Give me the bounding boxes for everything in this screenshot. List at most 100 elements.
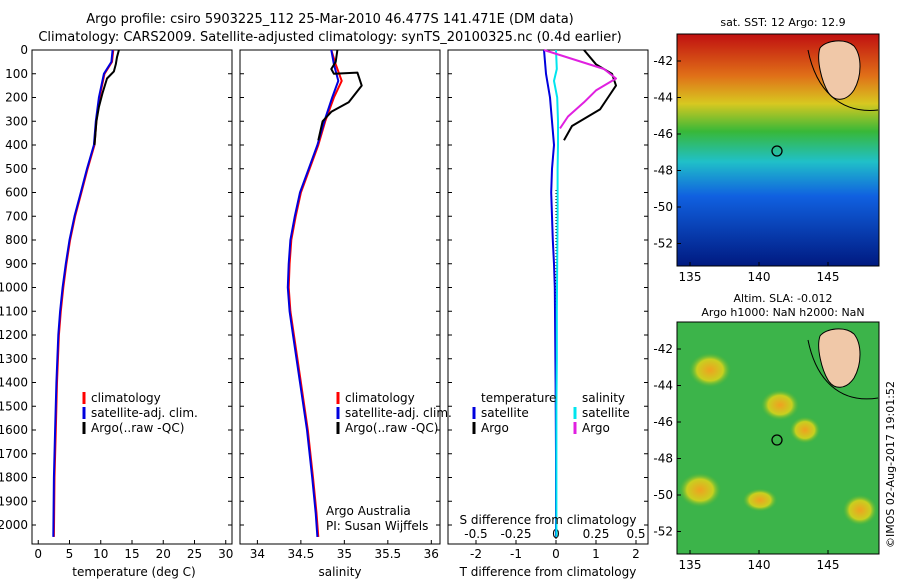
depth-tick-label: 400 bbox=[5, 138, 28, 152]
sst-lon-tick-label: 135 bbox=[679, 270, 702, 284]
difference-xtick-label: 2 bbox=[632, 547, 640, 561]
sla-map-frame bbox=[676, 321, 880, 555]
difference-series-temperature-satellite bbox=[543, 49, 557, 537]
credit-label: ©IMOS 02-Aug-2017 19:01:52 bbox=[884, 381, 897, 548]
depth-tick-label: 800 bbox=[5, 233, 28, 247]
sla-contour bbox=[807, 339, 879, 400]
difference-series-temperature-argo bbox=[563, 49, 617, 141]
temperature-xlabel: temperature (deg C) bbox=[72, 565, 195, 579]
difference-x2tick-label: 0.5 bbox=[626, 527, 645, 541]
salinity-xtick-label: 34 bbox=[250, 547, 265, 561]
depth-tick-label: 1000 bbox=[0, 281, 28, 295]
salinity-xtick-label: 35.5 bbox=[374, 547, 401, 561]
sst-lat-tick-label: -42 bbox=[653, 54, 673, 68]
difference-xtick-label: -1 bbox=[510, 547, 522, 561]
difference-x2tick-label: -0.5 bbox=[464, 527, 487, 541]
temperature-series-satellite-adj-clim- bbox=[52, 49, 114, 537]
temperature-xtick-label: 25 bbox=[187, 547, 202, 561]
map-ticks: -42 -44 -46 -48 -50 -52 135 140 145 -42 -44 -46 -48 -… bbox=[653, 54, 839, 572]
salinity-series-argo-raw-qc- bbox=[317, 49, 363, 141]
sla-anomaly-blob-1 bbox=[688, 352, 732, 388]
difference-xtick-label: -2 bbox=[470, 547, 482, 561]
difference-xtick-label: 0 bbox=[552, 547, 560, 561]
difference-xtick-label: 1 bbox=[592, 547, 600, 561]
profile-charts: 0 5 10 15 20 25 300100200300400500600700800900… bbox=[0, 43, 649, 579]
temperature-xtick-label: 30 bbox=[218, 547, 233, 561]
sst-lat-tick-label: -50 bbox=[653, 200, 673, 214]
sst-lon-tick-label: 140 bbox=[748, 270, 771, 284]
difference-panel-frame bbox=[447, 49, 649, 545]
sla-anomaly-blob-6 bbox=[742, 488, 778, 512]
sst-lat-tick-label: -46 bbox=[653, 127, 673, 141]
tasmania-icon bbox=[818, 40, 861, 100]
depth-tick-label: 1500 bbox=[0, 399, 28, 413]
chart-marks: 0 5 10 15 20 25 300100200300400500600700800900… bbox=[0, 43, 648, 561]
diff-legend-sal-satellite: satellite bbox=[582, 406, 630, 420]
salinity-series-climatology bbox=[287, 49, 343, 537]
sst-lat-tick-label: -52 bbox=[653, 237, 673, 251]
sst-lat-tick-label: -48 bbox=[653, 164, 673, 178]
sla-lat-tick-label: -44 bbox=[653, 379, 673, 393]
sla-lat-tick-label: -52 bbox=[653, 525, 673, 539]
temperature-xtick-label: 15 bbox=[124, 547, 139, 561]
sla-lon-tick-label: 140 bbox=[748, 558, 771, 572]
depth-tick-label: 2000 bbox=[0, 518, 28, 532]
depth-tick-label: 700 bbox=[5, 209, 28, 223]
depth-tick-label: 1400 bbox=[0, 376, 28, 390]
sla-anomaly-blob-4 bbox=[789, 416, 821, 444]
sal-legend-satellite: satellite-adj. clim. bbox=[345, 406, 452, 420]
sal-legend-argo: Argo(..raw -QC) bbox=[345, 421, 438, 435]
sla-argo-location-marker bbox=[771, 434, 783, 446]
depth-tick-label: 0 bbox=[20, 43, 28, 57]
depth-tick-label: 200 bbox=[5, 91, 28, 105]
depth-tick-label: 1200 bbox=[0, 328, 28, 342]
legend-satellite: satellite-adj. clim. bbox=[91, 406, 198, 420]
sla-lat-tick-label: -50 bbox=[653, 488, 673, 502]
difference-x2tick-label: -0.25 bbox=[500, 527, 531, 541]
salinity-xtick-label: 36 bbox=[424, 547, 439, 561]
depth-tick-label: 900 bbox=[5, 257, 28, 271]
depth-tick-label: 1900 bbox=[0, 494, 28, 508]
depth-tick-label: 300 bbox=[5, 114, 28, 128]
sst-argo-location-marker bbox=[771, 145, 783, 157]
maps-area: -42 -44 -46 -48 -50 -52 135 140 145 -42 -44 -46 -48 -… bbox=[653, 33, 880, 572]
depth-tick-label: 1800 bbox=[0, 471, 28, 485]
sla-anomaly-blob-5 bbox=[842, 494, 878, 526]
diff-legend-sal-header: salinity bbox=[582, 391, 625, 405]
diff-legend-temp-argo: Argo bbox=[481, 421, 509, 435]
diff-legend-temp-header: temperature bbox=[481, 391, 556, 405]
salinity-xlabel: salinity bbox=[318, 565, 361, 579]
difference-xlabel: T difference from climatology bbox=[459, 565, 637, 579]
sla-anomaly-blob-2 bbox=[760, 389, 800, 421]
sla-lon-tick-label: 145 bbox=[817, 558, 840, 572]
annotation-argo-australia: Argo Australia bbox=[326, 504, 411, 518]
temperature-series-argo-raw-qc- bbox=[93, 49, 120, 146]
sst-map-title: sat. SST: 12 Argo: 12.9 bbox=[720, 16, 846, 29]
annotation-pi: PI: Susan Wijffels bbox=[326, 519, 428, 533]
depth-tick-label: 1300 bbox=[0, 352, 28, 366]
diff-legend-sal-argo: Argo bbox=[582, 421, 610, 435]
sla-lon-tick-label: 135 bbox=[679, 558, 702, 572]
sal-legend-climatology: climatology bbox=[345, 391, 415, 405]
difference-series-salinity-argo bbox=[543, 49, 617, 129]
legend-climatology: climatology bbox=[91, 391, 161, 405]
depth-tick-label: 1600 bbox=[0, 423, 28, 437]
temperature-xtick-label: 0 bbox=[34, 547, 42, 561]
salinity-panel-frame bbox=[239, 49, 441, 545]
sla-tasmania-icon bbox=[818, 328, 861, 388]
temperature-xtick-label: 5 bbox=[66, 547, 74, 561]
depth-tick-label: 500 bbox=[5, 162, 28, 176]
sst-lat-tick-label: -44 bbox=[653, 91, 673, 105]
title-line-1: Argo profile: csiro 5903225_112 25-Mar-2… bbox=[86, 12, 574, 27]
salinity-xtick-label: 35 bbox=[337, 547, 352, 561]
sla-map-title-1: Altim. SLA: -0.012 bbox=[733, 292, 833, 305]
salinity-series-satellite-adj-clim- bbox=[286, 49, 340, 537]
diff-legend-temp-satellite: satellite bbox=[481, 406, 529, 420]
sla-lat-tick-label: -42 bbox=[653, 342, 673, 356]
difference-x2tick-label: 0.25 bbox=[583, 527, 610, 541]
sst-contour bbox=[807, 49, 879, 111]
sla-lat-tick-label: -48 bbox=[653, 452, 673, 466]
title-line-2: Climatology: CARS2009. Satellite-adjuste… bbox=[38, 30, 622, 45]
difference-series-salinity-satellite bbox=[553, 49, 559, 537]
temperature-xtick-label: 10 bbox=[93, 547, 108, 561]
